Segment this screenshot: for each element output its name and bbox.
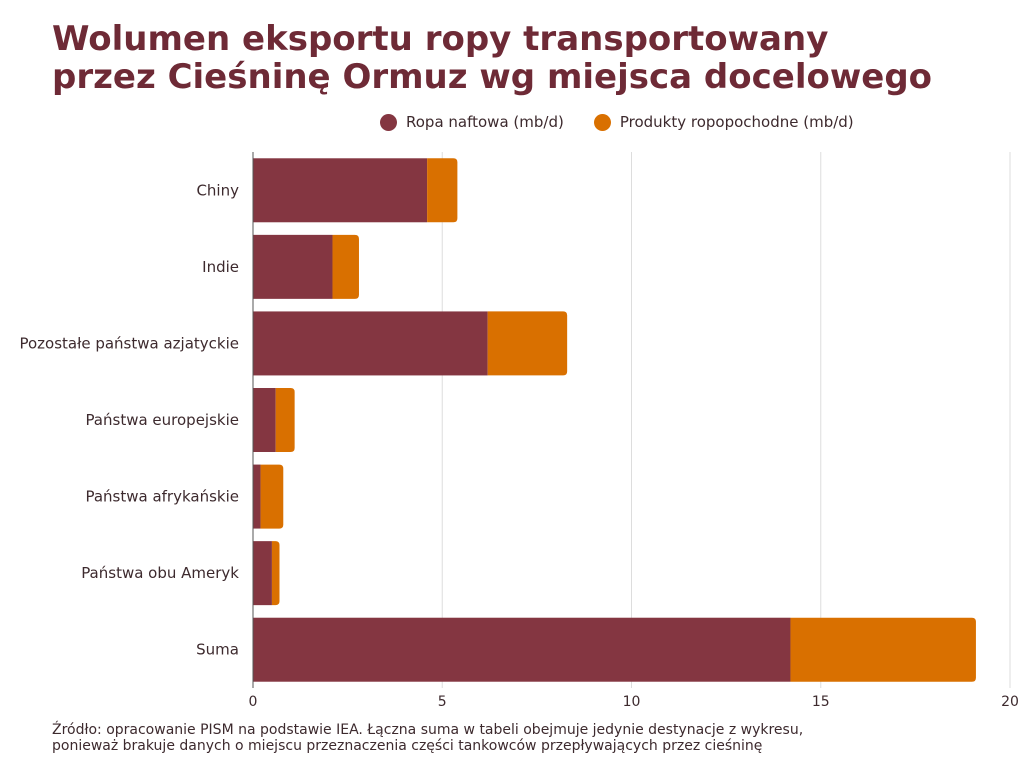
chart-title-line-1: Wolumen eksportu ropy transportowany [52,19,829,59]
x-tick-label: 5 [438,694,447,710]
chart-title: Wolumen eksportu ropy transportowany prz… [52,20,992,96]
legend-label-crude-oil: Ropa naftowa (mb/d) [406,113,564,131]
legend-swatch-oil-products [593,113,611,131]
x-tick-label: 15 [812,694,830,710]
y-category-label: Państwa obu Ameryk [81,564,239,582]
footnote-line-2: ponieważ brakuje danych o miejscu przezn… [52,738,763,754]
y-category-label: Suma [196,641,239,659]
bar-oil-products[interactable] [260,464,284,529]
bar-crude-oil[interactable] [253,234,333,299]
x-tick-label: 10 [623,694,641,710]
bar-crude-oil[interactable] [253,541,272,606]
bar-crude-oil[interactable] [253,617,791,682]
y-category-label: Państwa afrykańskie [85,488,239,506]
bar-oil-products[interactable] [790,617,976,682]
bar-crude-oil[interactable] [253,158,428,223]
bar-chart: 0 5 10 15 20 Chiny Indie Pozostałe państwa azja… [19,152,1019,710]
bar-oil-products[interactable] [427,158,458,223]
x-tick-label: 0 [249,694,258,710]
bar-crude-oil[interactable] [253,464,261,529]
y-category-label: Państwa europejskie [85,411,239,429]
bar-oil-products[interactable] [271,541,280,606]
x-tick-label: 20 [1001,694,1019,710]
bar-oil-products[interactable] [275,388,295,452]
legend-label-oil-products: Produkty ropopochodne (mb/d) [619,113,854,131]
y-category-label: Pozostałe państwa azjatyckie [19,334,239,352]
chart-title-line-2: przez Cieśninę Ormuz wg miejsca docelowe… [52,57,933,97]
bar-oil-products[interactable] [487,311,568,376]
bar-oil-products[interactable] [332,234,359,299]
bar-crude-oil[interactable] [253,388,276,452]
legend-item-crude-oil[interactable]: Ropa naftowa (mb/d) [380,113,564,131]
chart-legend: Ropa naftowa (mb/d) Produkty ropopochodn… [380,110,854,134]
footnote-line-1: Źródło: opracowanie PISM na podstawie IE… [52,722,804,738]
y-category-label: Indie [202,258,239,276]
legend-item-oil-products[interactable]: Produkty ropopochodne (mb/d) [593,113,854,131]
source-footnote: Źródło: opracowanie PISM na podstawie IE… [52,722,1002,754]
legend-swatch-crude-oil [380,113,397,131]
bar-crude-oil[interactable] [253,311,488,376]
y-category-label: Chiny [196,181,239,199]
